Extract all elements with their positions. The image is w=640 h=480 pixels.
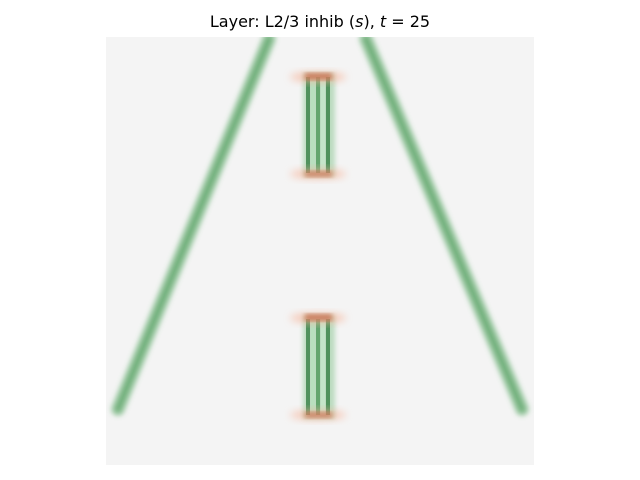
- title-var: s: [355, 12, 364, 31]
- lower-segment-top-edge: [290, 313, 346, 323]
- plot-title: Layer: L2/3 inhib (s), t = 25: [0, 12, 640, 32]
- title-time-var: t: [379, 12, 387, 31]
- title-mid: ),: [363, 12, 380, 31]
- upper-vertical-segment: [290, 72, 346, 179]
- lower-vertical-segment: [290, 313, 346, 420]
- activation-heatmap: [106, 37, 534, 465]
- left-diagonal-stroke: [111, 37, 276, 416]
- title-time-eq: = 25: [386, 12, 431, 31]
- lower-segment-bottom-edge: [290, 410, 346, 420]
- title-prefix: Layer: L2/3 inhib (: [209, 12, 356, 31]
- upper-segment-top-edge: [290, 72, 346, 82]
- right-diagonal-stroke: [359, 37, 529, 416]
- upper-segment-bottom-edge: [290, 169, 346, 179]
